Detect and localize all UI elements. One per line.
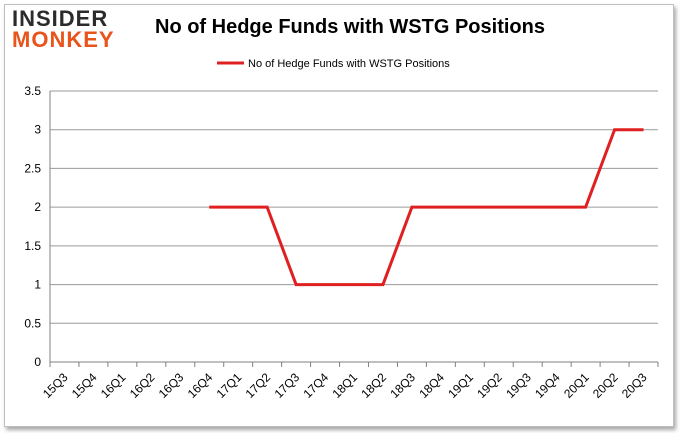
- x-tick-label: 17Q2: [243, 370, 274, 401]
- y-tick-label: 3: [34, 123, 41, 137]
- chart-title: No of Hedge Funds with WSTG Positions: [155, 16, 545, 38]
- logo-line-2: MONKEY: [12, 27, 115, 52]
- x-tick-label: 19Q2: [474, 370, 505, 401]
- x-tick-label: 17Q4: [301, 370, 332, 401]
- x-tick-label: 19Q1: [445, 370, 476, 401]
- x-tick-label: 17Q3: [272, 370, 303, 401]
- x-tick-label: 20Q3: [619, 370, 650, 401]
- x-tick-label: 18Q3: [387, 370, 418, 401]
- y-tick-label: 1: [34, 278, 41, 292]
- x-tick-label: 16Q2: [127, 370, 158, 401]
- y-tick-label: 2.5: [24, 161, 41, 175]
- x-tick-label: 15Q4: [69, 370, 100, 401]
- legend-label: No of Hedge Funds with WSTG Positions: [248, 58, 450, 70]
- y-tick-label: 0.5: [24, 316, 41, 330]
- x-tick-label: 15Q3: [40, 370, 71, 401]
- chart-frame: [4, 4, 674, 427]
- x-tick-label: 18Q4: [416, 370, 447, 401]
- x-tick-label: 18Q2: [358, 370, 389, 401]
- x-tick-label: 17Q1: [214, 370, 245, 401]
- x-tick-label: 16Q4: [185, 370, 216, 401]
- y-tick-label: 1.5: [24, 239, 41, 253]
- y-tick-label: 3.5: [24, 84, 41, 98]
- logo-line-1: INSIDER: [12, 6, 109, 31]
- series-line: [209, 128, 644, 287]
- x-tick-label: 20Q1: [561, 370, 592, 401]
- x-tick-label: 16Q1: [98, 370, 129, 401]
- x-tick-label: 19Q4: [532, 370, 563, 401]
- y-tick-label: 2: [34, 200, 41, 214]
- insider-monkey-logo: INSIDER MONKEY: [12, 8, 130, 54]
- y-tick-label: 0: [34, 355, 41, 369]
- x-tick-label: 18Q1: [329, 370, 360, 401]
- x-tick-label: 16Q3: [156, 370, 187, 401]
- x-tick-label: 20Q2: [590, 370, 621, 401]
- x-tick-label: 19Q3: [503, 370, 534, 401]
